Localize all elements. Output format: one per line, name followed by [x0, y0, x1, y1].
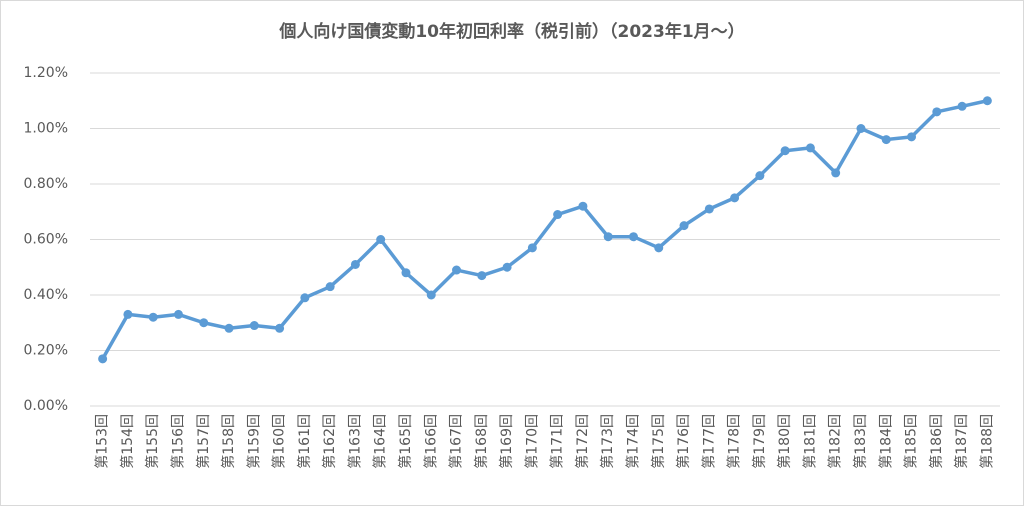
x-tick-label: 第163回 — [346, 414, 363, 469]
x-tick-label: 第177回 — [700, 414, 717, 469]
x-tick-label: 第161回 — [296, 414, 313, 469]
x-tick-label: 第171回 — [549, 414, 566, 469]
point — [350, 259, 360, 269]
x-tick-label: 第179回 — [751, 414, 768, 469]
x-tick-label: 第178回 — [726, 414, 743, 469]
point — [376, 235, 386, 244]
point — [907, 132, 917, 142]
x-tick-label: 第185回 — [903, 414, 920, 469]
point — [224, 323, 234, 333]
y-tick-label: 0.20% — [24, 343, 68, 359]
y-tick-label: 0.80% — [24, 176, 68, 192]
x-tick-label: 第172回 — [574, 414, 591, 469]
x-tick-label: 第176回 — [675, 414, 692, 469]
x-tick-label: 第175回 — [650, 414, 667, 469]
x-tick-label: 第167回 — [448, 414, 465, 469]
point — [932, 107, 942, 117]
x-tick-label: 第156回 — [169, 414, 186, 469]
point — [98, 354, 108, 364]
point — [553, 210, 563, 220]
x-tick-label: 第157回 — [195, 414, 212, 469]
point — [755, 171, 765, 181]
x-tick-label: 第186回 — [928, 414, 945, 469]
x-tick-label: 第170回 — [523, 414, 540, 469]
x-tick-label: 第182回 — [827, 414, 844, 469]
x-tick-label: 第159回 — [245, 414, 262, 469]
point — [173, 309, 183, 319]
point — [275, 323, 285, 333]
point — [502, 262, 512, 272]
point — [730, 193, 740, 203]
point — [477, 271, 487, 281]
point — [452, 265, 462, 275]
point — [679, 221, 689, 231]
x-tick-label: 第188回 — [978, 414, 995, 469]
point — [249, 321, 259, 331]
point — [527, 243, 537, 253]
point — [856, 124, 866, 133]
x-tick-label: 第173回 — [599, 414, 616, 469]
y-tick-label: 1.00% — [24, 121, 68, 137]
x-tick-label: 第174回 — [624, 414, 641, 469]
point — [426, 290, 436, 300]
point — [704, 204, 714, 214]
x-tick-label: 第154回 — [119, 414, 136, 469]
point — [628, 232, 638, 242]
x-tick-label: 第184回 — [877, 414, 894, 469]
x-tick-label: 第187回 — [953, 414, 970, 469]
point — [603, 232, 613, 242]
point — [300, 293, 310, 303]
x-tick-label: 第164回 — [372, 414, 389, 469]
y-tick-label: 0.40% — [24, 287, 68, 303]
point — [654, 243, 664, 253]
x-tick-label: 第181回 — [801, 414, 818, 469]
x-tick-label: 第165回 — [397, 414, 414, 469]
x-tick-label: 第166回 — [422, 414, 439, 469]
point — [578, 201, 588, 211]
x-tick-label: 第162回 — [321, 414, 338, 469]
point — [325, 282, 335, 292]
x-tick-label: 第160回 — [271, 414, 288, 469]
y-tick-label: 1.20% — [24, 65, 68, 81]
x-tick-label: 第183回 — [852, 414, 869, 469]
x-tick-label: 第155回 — [144, 414, 161, 469]
point — [805, 143, 815, 153]
chart-title: 個人向け国債変動10年初回利率（税引前）（2023年1月～） — [278, 21, 744, 42]
x-tick-label: 第169回 — [498, 414, 515, 469]
y-tick-label: 0.60% — [24, 232, 68, 248]
point — [881, 135, 891, 145]
point — [123, 309, 133, 319]
point — [957, 101, 967, 111]
x-tick-label: 第158回 — [220, 414, 237, 469]
point — [199, 318, 209, 328]
x-tick-label: 第168回 — [473, 414, 490, 469]
y-tick-label: 0.00% — [24, 398, 68, 414]
point — [982, 96, 992, 106]
x-tick-label: 第180回 — [776, 414, 793, 469]
point — [401, 268, 411, 278]
point — [831, 168, 841, 178]
x-tick-label: 第153回 — [94, 414, 111, 469]
point — [148, 312, 158, 322]
point — [780, 146, 790, 156]
